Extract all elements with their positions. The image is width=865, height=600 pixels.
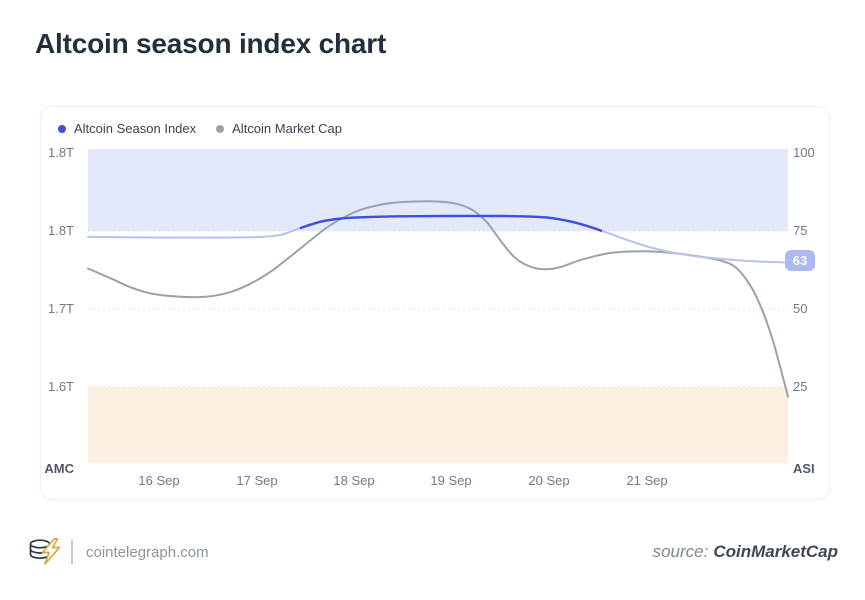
x-axis-tick: 19 Sep [430,473,472,488]
y-axis-tick-left: 1.7T [47,301,74,316]
y-axis-tick-left: 1.8T [47,223,74,238]
chart-legend: Altcoin Season Index Altcoin Market Cap [58,121,342,136]
legend-dot-gray-icon [216,124,225,133]
y-axis-tick-left: 1.8T [47,145,74,160]
footer-site-link[interactable]: cointelegraph.com [86,544,209,561]
y-axis-tick-right: 100 [793,145,815,160]
page-title: Altcoin season index chart [35,28,387,59]
legend-label-asi: Altcoin Season Index [74,121,197,136]
y-axis-right: ASI 100 75 50 25 [793,145,831,476]
y-axis-right-name: ASI [793,461,815,476]
legend-item-altcoin-season-index[interactable]: Altcoin Season Index [58,121,196,136]
chart-canvas [87,149,789,463]
y-axis-tick-left: 1.6T [47,379,74,394]
footer-divider [71,539,73,564]
x-axis-tick: 20 Sep [528,473,570,488]
y-axis-left: AMC 1.8T 1.8T 1.7T 1.6T [41,145,81,476]
y-axis-tick-right: 25 [793,379,808,394]
source-prefix: source: [652,542,709,561]
x-axis-tick: 16 Sep [138,473,180,488]
y-axis-tick-right: 75 [793,223,808,238]
cointelegraph-logo-icon [29,538,61,565]
y-axis-left-name: AMC [44,461,74,476]
legend-dot-blue-icon [58,124,66,133]
chart-card: Altcoin Season Index Altcoin Market Cap … [40,106,830,500]
x-axis-tick: 17 Sep [236,473,278,488]
footer-source: source: CoinMarketCap [653,542,838,562]
legend-label-amc: Altcoin Market Cap [232,121,342,136]
plot-area: 63 [87,149,815,463]
x-axis-tick: 18 Sep [333,473,375,488]
current-index-badge: 63 [785,250,815,271]
legend-item-altcoin-market-cap[interactable]: Altcoin Market Cap [216,121,342,136]
x-axis: 16 Sep 17 Sep 18 Sep 19 Sep 20 Sep 21 Sep [88,473,788,489]
source-name: CoinMarketCap [713,542,838,561]
y-axis-tick-right: 50 [793,301,808,316]
x-axis-tick: 21 Sep [626,473,668,488]
